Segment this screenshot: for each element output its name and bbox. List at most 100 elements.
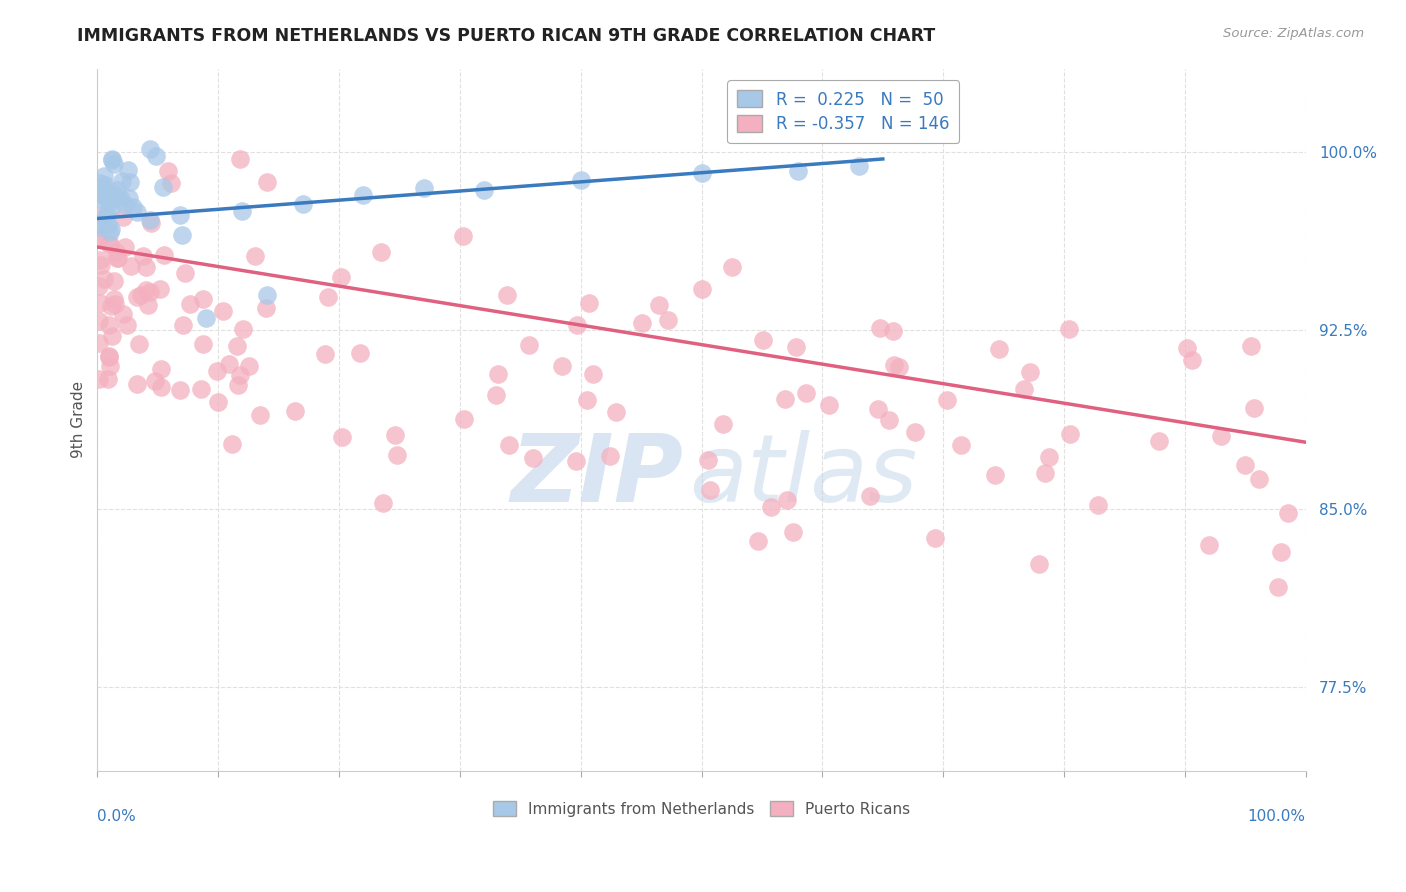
Point — [631, 316, 654, 330]
Point — [101, 329, 124, 343]
Point — [97, 236, 120, 251]
Point — [1267, 581, 1289, 595]
Point — [87, 219, 110, 234]
Y-axis label: 9th Grade: 9th Grade — [72, 381, 86, 458]
Point — [517, 338, 540, 352]
Point — [1059, 426, 1081, 441]
Point — [882, 324, 904, 338]
Point — [193, 337, 215, 351]
Point — [232, 322, 254, 336]
Point — [149, 282, 172, 296]
Point — [117, 318, 139, 332]
Point — [112, 211, 135, 225]
Point — [125, 205, 148, 219]
Point — [796, 385, 818, 400]
Point — [104, 296, 127, 310]
Point — [98, 225, 121, 239]
Text: 100.0%: 100.0% — [1247, 809, 1306, 824]
Point — [91, 180, 114, 194]
Point — [1177, 341, 1199, 355]
Point — [569, 173, 592, 187]
Point — [412, 180, 434, 194]
Point — [599, 450, 621, 464]
Point — [371, 496, 394, 510]
Point — [170, 228, 193, 243]
Point — [551, 359, 574, 373]
Point — [776, 492, 799, 507]
Point — [1012, 382, 1035, 396]
Point — [145, 374, 167, 388]
Point — [96, 208, 118, 222]
Point — [1243, 401, 1265, 415]
Point — [110, 192, 132, 206]
Point — [93, 178, 115, 192]
Point — [887, 360, 910, 375]
Point — [98, 351, 121, 365]
Point — [752, 333, 775, 347]
Point — [135, 260, 157, 274]
Point — [1249, 473, 1271, 487]
Point — [699, 483, 721, 497]
Point — [100, 202, 122, 217]
Point — [690, 282, 713, 296]
Point — [1209, 429, 1232, 443]
Point — [87, 336, 110, 351]
Point — [1147, 434, 1170, 448]
Point — [238, 359, 260, 373]
Point — [105, 183, 128, 197]
Point — [152, 248, 174, 262]
Point — [157, 164, 180, 178]
Point — [1038, 450, 1060, 465]
Point — [104, 191, 127, 205]
Point — [747, 534, 769, 549]
Point — [145, 149, 167, 163]
Point — [316, 290, 339, 304]
Point — [221, 437, 243, 451]
Point — [817, 398, 839, 412]
Point — [100, 221, 122, 235]
Point — [848, 159, 870, 173]
Point — [89, 176, 111, 190]
Point — [149, 361, 172, 376]
Point — [225, 339, 247, 353]
Point — [1240, 339, 1263, 353]
Point — [93, 272, 115, 286]
Point — [89, 253, 111, 268]
Point — [138, 143, 160, 157]
Point — [1019, 366, 1042, 380]
Point — [1087, 498, 1109, 512]
Point — [1059, 322, 1081, 336]
Point — [226, 378, 249, 392]
Point — [575, 393, 598, 408]
Point — [229, 153, 252, 167]
Point — [93, 169, 115, 184]
Point — [866, 402, 889, 417]
Point — [87, 231, 110, 245]
Point — [486, 367, 509, 381]
Point — [711, 417, 734, 432]
Point — [98, 237, 121, 252]
Point — [128, 336, 150, 351]
Point — [125, 290, 148, 304]
Point — [97, 372, 120, 386]
Point — [121, 200, 143, 214]
Point — [565, 454, 588, 468]
Point — [96, 193, 118, 207]
Point — [103, 274, 125, 288]
Point — [291, 197, 314, 211]
Point — [114, 198, 136, 212]
Point — [988, 343, 1011, 357]
Point — [98, 349, 121, 363]
Text: Source: ZipAtlas.com: Source: ZipAtlas.com — [1223, 27, 1364, 40]
Point — [498, 438, 520, 452]
Point — [111, 307, 134, 321]
Point — [578, 296, 600, 310]
Point — [105, 251, 128, 265]
Point — [1028, 558, 1050, 572]
Point — [284, 404, 307, 418]
Point — [87, 279, 110, 293]
Point — [149, 380, 172, 394]
Point — [950, 438, 973, 452]
Point — [90, 258, 112, 272]
Point — [131, 249, 153, 263]
